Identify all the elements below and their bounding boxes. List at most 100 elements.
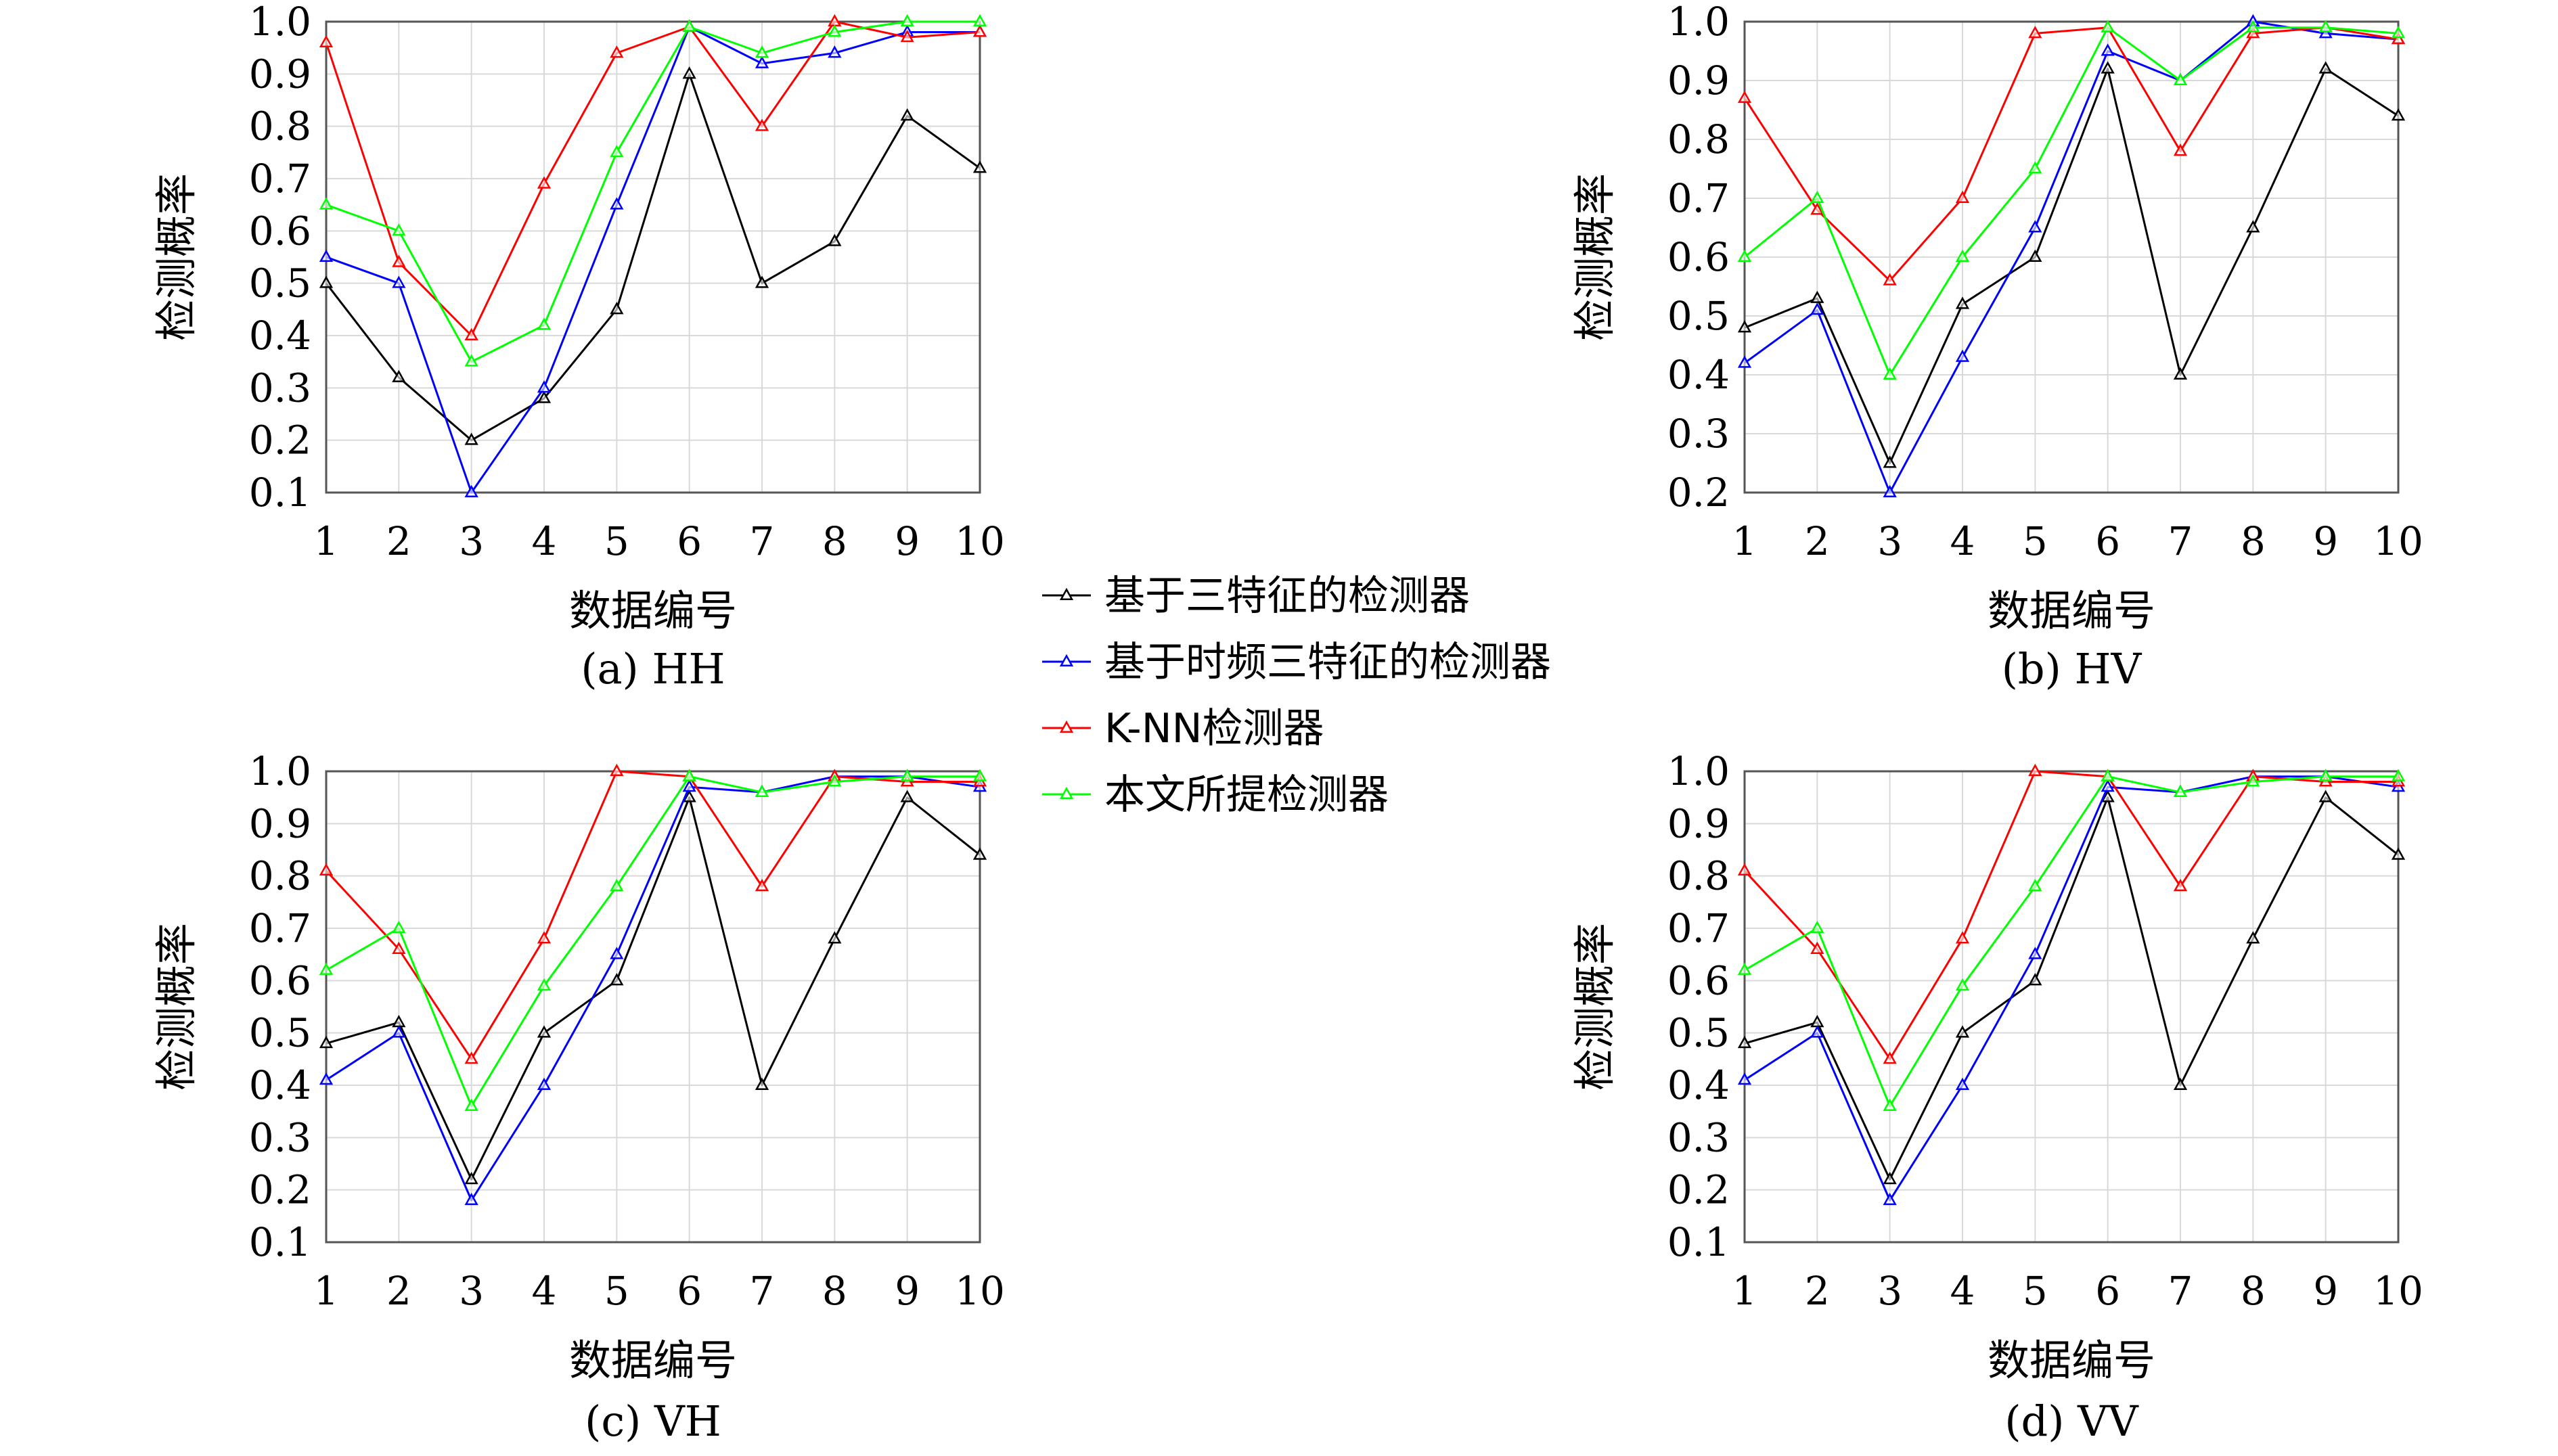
data-point-marker [755, 784, 769, 797]
data-point-marker [392, 369, 406, 382]
x-tick-label: 7 [750, 518, 775, 564]
y-tick-label: 0.6 [249, 208, 311, 254]
x-tick-label: 5 [604, 518, 629, 564]
data-point-marker [1883, 1098, 1897, 1111]
x-tick-label: 7 [2168, 1268, 2193, 1314]
y-tick-label: 0.7 [249, 156, 311, 202]
data-point-marker [610, 763, 624, 777]
x-tick-label: 6 [2095, 1268, 2120, 1314]
data-point-marker [1883, 1051, 1897, 1064]
x-tick-label: 3 [459, 518, 484, 564]
data-point-marker [464, 1098, 478, 1111]
x-tick-label: 7 [2168, 518, 2193, 564]
data-point-marker [755, 1077, 769, 1091]
series-3 [319, 763, 987, 1064]
legend-label: K-NN检测器 [1104, 705, 1324, 752]
data-point-marker [2028, 220, 2042, 233]
x-tick-label: 2 [1805, 518, 1830, 564]
y-tick-label: 0.7 [1667, 905, 1730, 951]
data-point-marker [1810, 302, 1824, 315]
data-point-marker [464, 1051, 478, 1064]
x-tick-label: 1 [1732, 1268, 1757, 1314]
x-tick-label: 9 [2313, 518, 2338, 564]
data-point-marker [2101, 779, 2115, 792]
data-point-marker [972, 24, 987, 37]
x-tick-label: 2 [386, 518, 411, 564]
data-point-marker [464, 1192, 478, 1206]
data-point-marker [828, 931, 842, 944]
data-point-marker [682, 790, 696, 802]
x-tick-label: 4 [1950, 518, 1975, 564]
y-tick-label: 0.4 [1667, 1062, 1730, 1108]
data-point-marker [900, 108, 914, 121]
x-tick-label: 2 [1805, 1268, 1830, 1314]
data-point-marker [2318, 769, 2333, 781]
data-point-marker [392, 254, 406, 267]
data-point-marker [828, 774, 842, 787]
data-point-marker [972, 14, 987, 27]
data-point-marker [1955, 349, 1970, 362]
x-axis-label: 数据编号 [569, 1336, 737, 1385]
data-point-marker [2101, 790, 2115, 802]
data-point-marker [1737, 1072, 1752, 1085]
data-point-marker [1737, 320, 1752, 333]
y-tick-label: 0.8 [1667, 853, 1730, 899]
data-point-marker [319, 863, 334, 875]
data-point-marker [2173, 72, 2188, 86]
x-axis-label: 数据编号 [1988, 1336, 2155, 1385]
data-point-marker [537, 176, 552, 189]
y-tick-label: 0.4 [249, 313, 311, 359]
data-point-marker [1955, 190, 1970, 204]
data-point-marker [682, 66, 696, 79]
y-tick-label: 0.6 [1667, 234, 1730, 280]
data-point-marker [610, 947, 624, 959]
data-point-marker [392, 941, 406, 954]
data-point-marker [2391, 31, 2406, 45]
data-point-marker [1955, 296, 1970, 309]
x-tick-label: 8 [822, 518, 847, 564]
series-line [325, 20, 981, 337]
y-tick-label: 0.9 [249, 51, 311, 97]
x-tick-label: 8 [2241, 1268, 2266, 1314]
x-tick-label: 10 [2373, 518, 2423, 564]
series-line [1744, 68, 2399, 464]
series-line [1744, 775, 2398, 1108]
data-point-marker [537, 1077, 552, 1091]
x-tick-label: 9 [895, 518, 920, 564]
y-axis-label: 检测概率 [1570, 173, 1619, 341]
data-point-marker [2391, 847, 2406, 860]
x-tick-label: 10 [955, 518, 1005, 564]
series-4 [1737, 769, 2406, 1111]
series-2 [319, 769, 987, 1206]
series-line [1743, 26, 2399, 282]
data-point-marker [2028, 249, 2042, 263]
x-tick-label: 4 [532, 518, 557, 564]
series-line [326, 20, 980, 363]
y-tick-label: 0.7 [1667, 175, 1730, 221]
data-point-marker [2028, 26, 2042, 39]
data-point-marker [1810, 290, 1824, 303]
legend-marker [1059, 720, 1074, 733]
series-3 [1737, 20, 2406, 286]
data-point-marker [392, 223, 406, 236]
data-point-marker [610, 145, 624, 158]
data-point-marker [828, 24, 842, 37]
data-point-marker [610, 302, 624, 315]
y-axis-label: 检测概率 [152, 923, 201, 1091]
legend-label: 基于三特征的检测器 [1104, 572, 1470, 620]
data-point-marker [2318, 61, 2333, 74]
data-point-marker [610, 973, 624, 986]
series-4 [1737, 20, 2406, 380]
series-line [326, 775, 980, 1108]
legend-label: 基于时频三特征的检测器 [1104, 639, 1551, 686]
data-point-marker [682, 19, 696, 32]
data-point-marker [2173, 784, 2188, 797]
y-tick-label: 0.4 [1667, 352, 1730, 398]
series-2 [319, 19, 987, 498]
series-line [325, 770, 980, 1060]
data-point-marker [2246, 26, 2260, 39]
data-point-marker [1883, 484, 1897, 498]
data-point-marker [610, 45, 624, 58]
y-tick-label: 1.0 [249, 748, 311, 794]
data-point-marker [755, 118, 769, 131]
